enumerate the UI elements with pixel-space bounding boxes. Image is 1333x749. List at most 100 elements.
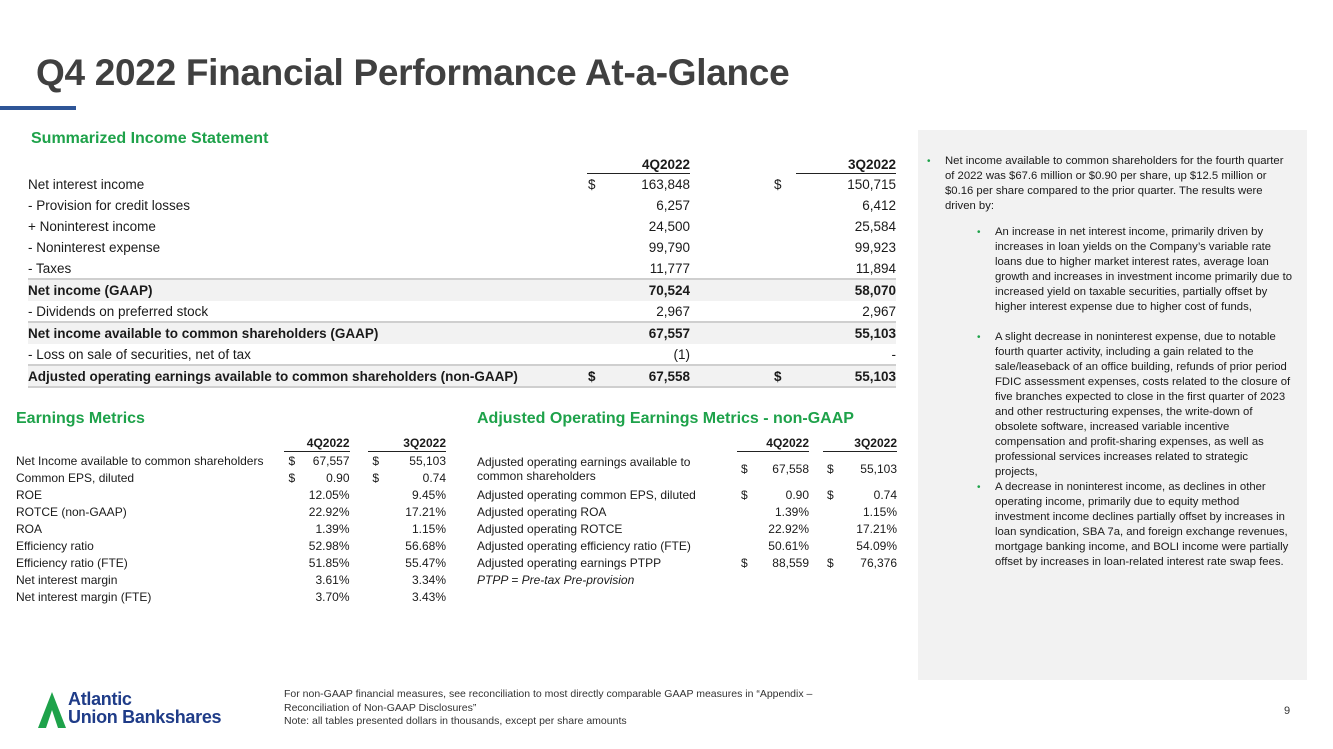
table-row: ROA 1.39% 1.15% [16,520,446,537]
dollar-sign [368,486,381,503]
value-3q2022: 55,103 [860,462,897,476]
commentary-sub-text: A slight decrease in noninterest expense… [995,331,1291,478]
spacer [809,520,823,537]
value-4q2022: 50.61% [768,538,809,553]
row-label: + Noninterest income [28,218,156,234]
spacer [350,503,369,520]
value-3q2022: 1.15% [862,504,897,519]
column-header-4q2022: 4Q2022 [737,436,809,452]
spacer [690,258,770,280]
dollar-sign [368,588,381,605]
value-4q2022: 1.39% [774,504,809,519]
spacer [809,503,823,520]
value-3q2022: 3.43% [411,589,446,604]
dollar-sign [584,216,604,237]
dollar-sign [770,301,790,323]
row-label: - Provision for credit losses [28,197,191,213]
bullet-icon: • [977,227,981,238]
table-row: Efficiency ratio (FTE) 51.85% 55.47% [16,554,446,571]
spacer [690,278,770,301]
dollar-sign: $ [288,470,296,485]
dollar-sign: $ [584,364,604,388]
value-3q2022: 55,103 [409,453,446,468]
dollar-sign: $ [774,176,782,192]
footer-units-note: Note: all tables presented dollars in th… [284,715,627,727]
row-label: Adjusted operating common EPS, diluted [477,487,696,502]
value-3q2022: 11,894 [855,260,896,276]
value-4q2022: 12.05% [308,487,350,502]
spacer [690,216,770,237]
value-3q2022: 150,715 [847,176,896,192]
value-3q2022: 58,070 [790,278,896,301]
title-underline [0,106,76,110]
dollar-sign: $ [741,462,748,476]
dollar-sign [584,237,604,258]
row-label: - Loss on sale of securities, net of tax [28,346,251,362]
row-label: Adjusted operating ROA [477,504,607,519]
row-label: Adjusted operating earnings available to… [28,364,584,388]
dollar-sign: $ [770,364,790,388]
spacer [690,174,770,195]
value-4q2022: 52.98% [308,538,350,553]
dollar-sign [770,237,790,258]
dollar-sign [368,571,381,588]
dollar-sign [737,520,751,537]
spacer [809,537,823,554]
column-header-4q2022: 4Q2022 [284,436,350,452]
value-3q2022: 3.34% [411,572,446,587]
dollar-sign [368,537,381,554]
dollar-sign [823,503,837,520]
value-4q2022: 11,777 [649,260,690,276]
table-row: ROTCE (non-GAAP) 22.92% 17.21% [16,503,446,520]
row-label: Net interest income [28,176,145,192]
table-row: Net Income available to common sharehold… [16,452,446,469]
dollar-sign: $ [372,470,380,485]
income-statement-heading: Summarized Income Statement [31,130,269,147]
dollar-sign [737,537,751,554]
row-label: - Taxes [28,260,72,276]
value-3q2022: 55.47% [405,555,446,570]
value-3q2022: 55,103 [790,321,896,344]
bullet-icon: • [977,482,981,493]
row-label: Net income (GAAP) [28,278,584,301]
table-row: Adjusted operating efficiency ratio (FTE… [477,537,897,554]
commentary-sub-bullet: • An increase in net interest income, pr… [977,225,1293,315]
dollar-sign [584,344,604,366]
row-label: ROTCE (non-GAAP) [16,504,127,519]
value-3q2022: 76,376 [860,555,897,570]
dollar-sign [368,503,381,520]
table-row: + Noninterest income 24,500 25,584 [28,216,896,237]
row-label: Adjusted operating earnings PTPP [477,555,662,570]
page-number: 9 [1284,705,1291,717]
dollar-sign: $ [827,555,834,570]
row-label: Adjusted operating earnings available to… [477,455,691,483]
spacer [350,486,369,503]
dollar-sign [737,503,751,520]
value-3q2022: 1.15% [411,521,446,536]
spacer [809,486,823,503]
dollar-sign [584,301,604,323]
dollar-sign: $ [288,453,296,468]
dollar-sign: $ [827,462,834,476]
earnings-metrics-heading: Earnings Metrics [16,410,145,427]
row-label: ROA [16,521,43,536]
earnings-metrics-table: 4Q2022 3Q2022 Net Income available to co… [16,430,446,605]
row-label: Efficiency ratio (FTE) [16,555,128,570]
dollar-sign: $ [741,487,748,502]
row-label: Net interest margin [16,572,118,587]
table-row: Net interest income $163,848 $150,715 [28,174,896,195]
row-label: Net income available to common sharehold… [28,321,584,344]
commentary-sub-bullet: • A decrease in noninterest income, as d… [977,480,1293,570]
dollar-sign [770,344,790,366]
logo-text: Atlantic Union Bankshares [68,689,222,727]
dollar-sign [770,216,790,237]
value-4q2022: 0.90 [785,487,809,502]
income-statement-table: 4Q2022 3Q2022 Net interest income $163,84… [28,154,896,388]
spacer [690,301,770,323]
value-3q2022: 17.21% [405,504,446,519]
row-label: Adjusted operating efficiency ratio (FTE… [477,538,691,553]
table-row: - Loss on sale of securities, net of tax… [28,344,896,366]
dollar-sign [770,278,790,301]
dollar-sign [368,554,381,571]
row-label: - Noninterest expense [28,239,161,255]
